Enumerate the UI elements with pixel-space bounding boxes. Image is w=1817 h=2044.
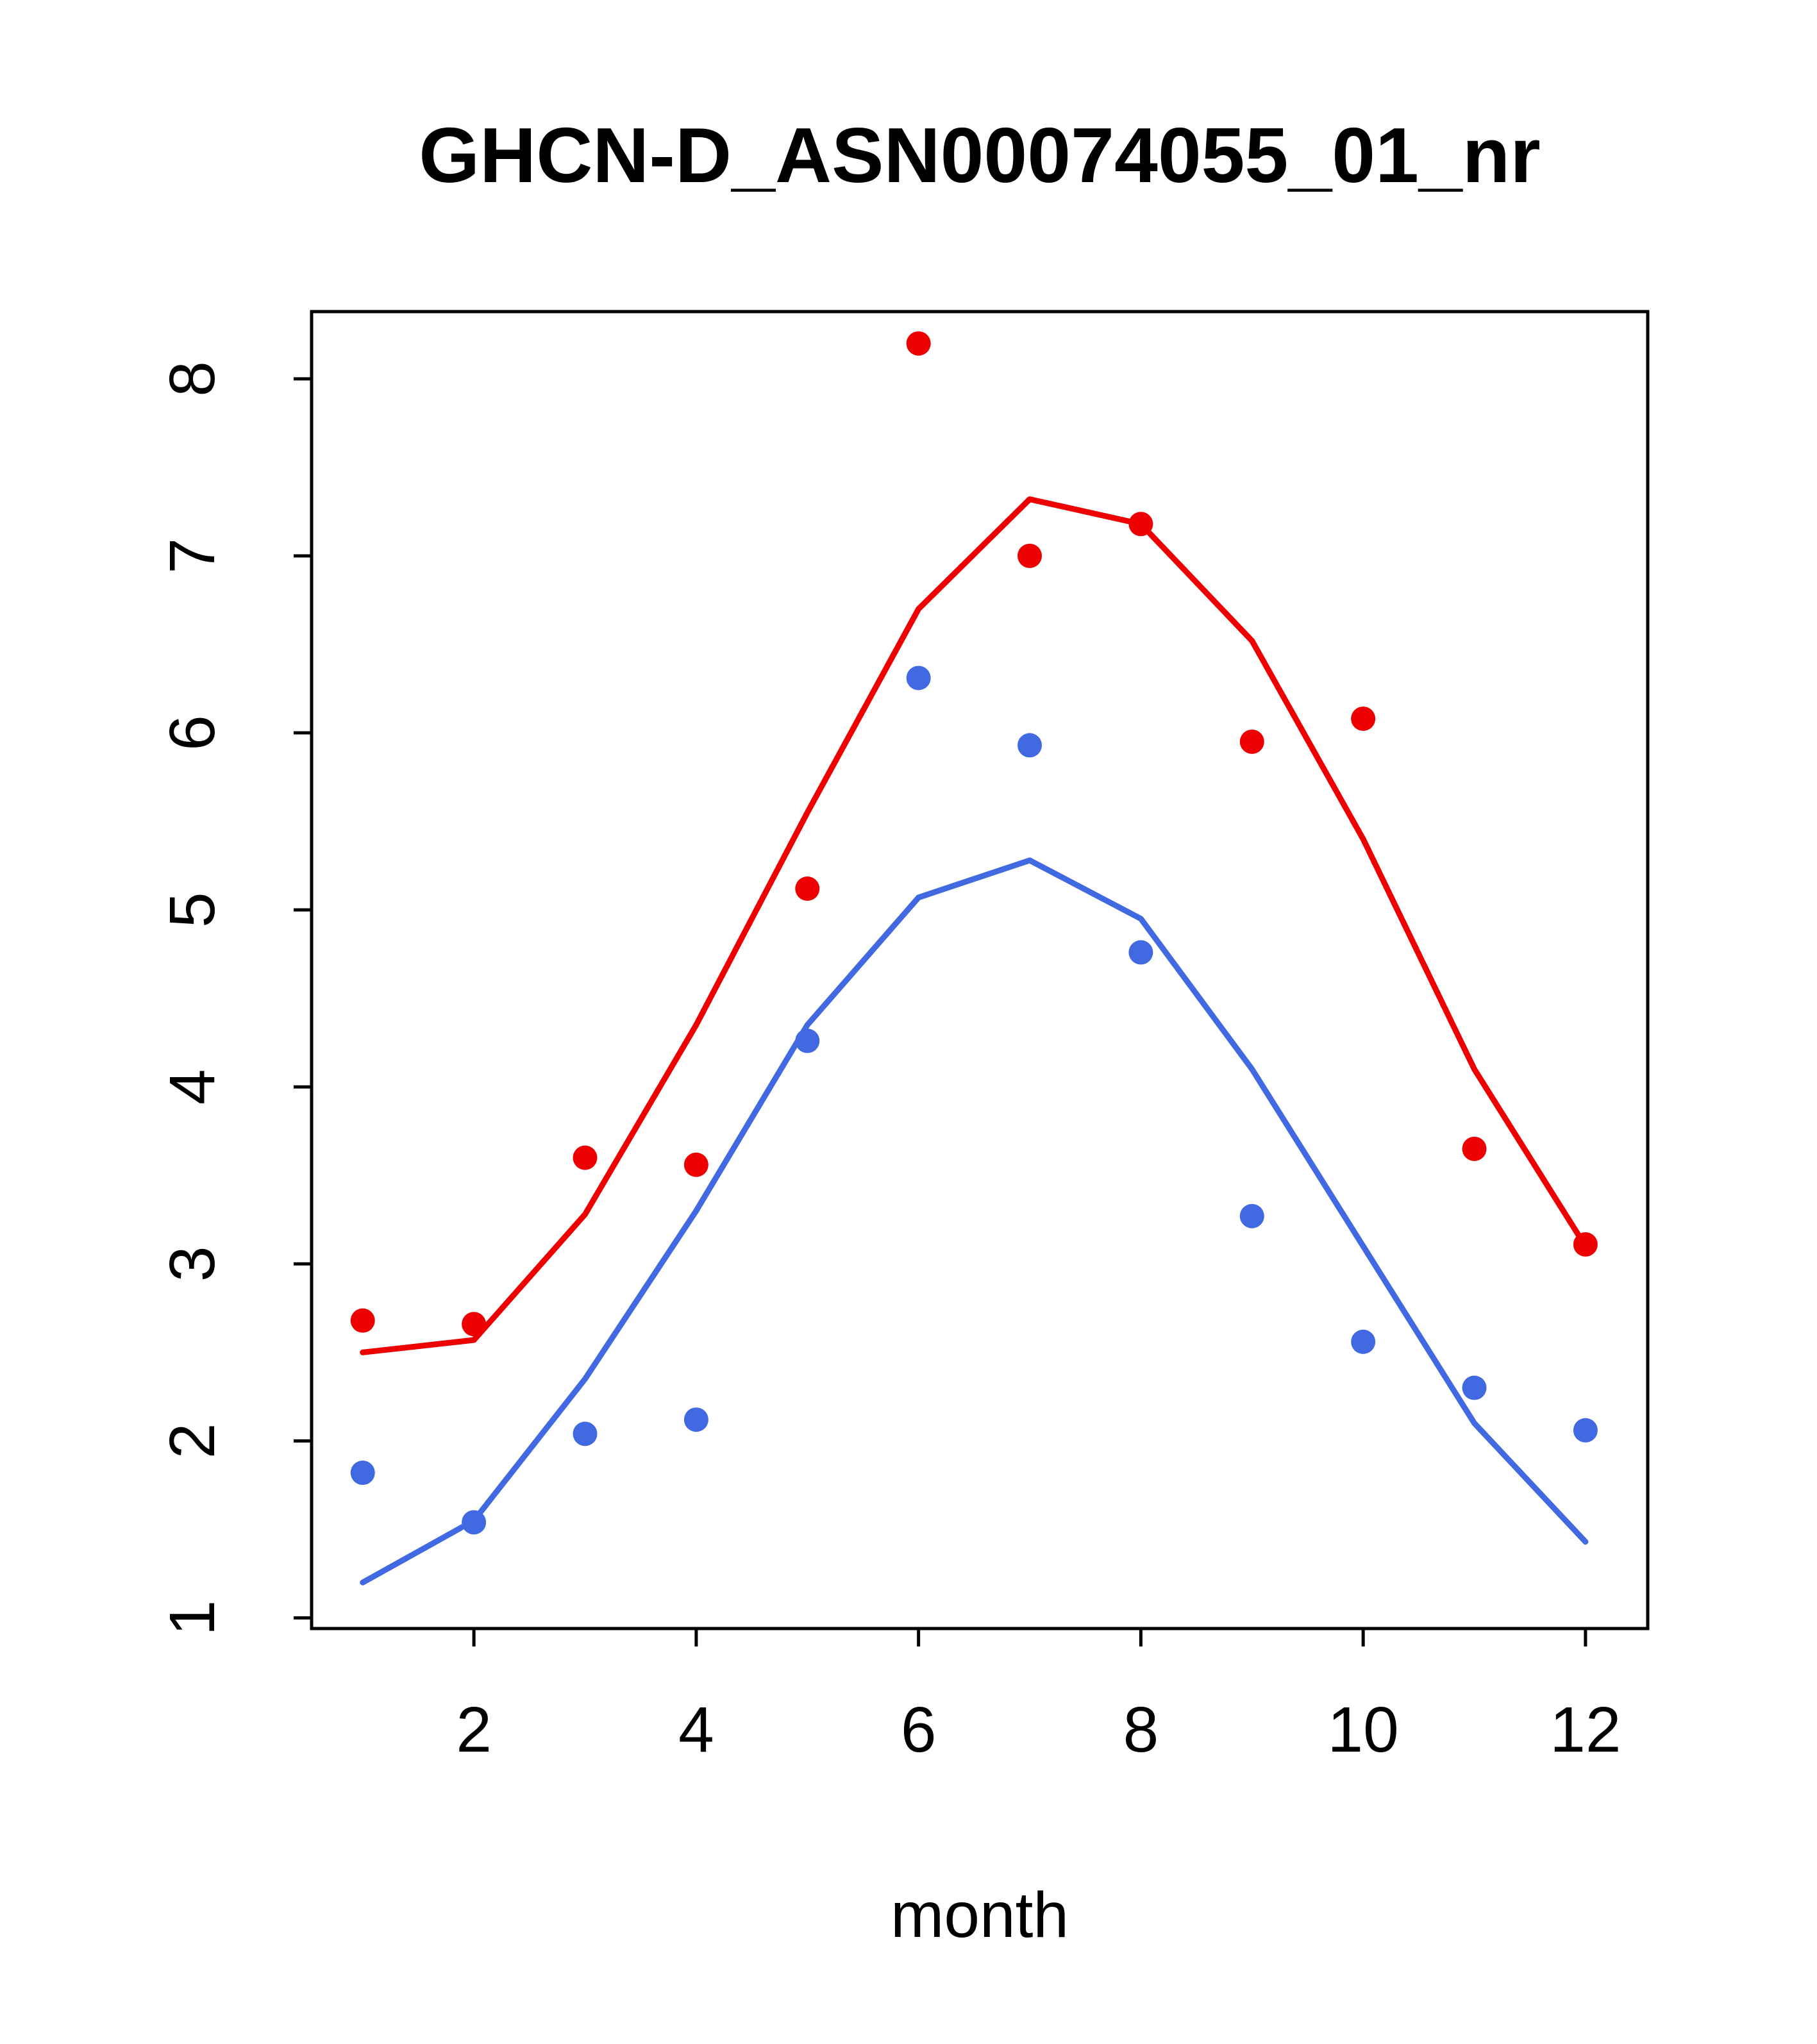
x-tick-label: 8 [1123,1694,1159,1766]
x-tick-label: 10 [1328,1694,1399,1766]
plot-box [310,310,1650,1630]
y-tick-label: 1 [156,1600,228,1636]
blue-points-marker [1573,1418,1598,1443]
blue-points-marker [683,1407,708,1432]
y-tick-label: 2 [156,1423,228,1459]
red-points-marker [1017,543,1042,568]
blue-points-marker [573,1421,598,1446]
x-tick-label: 12 [1550,1694,1621,1766]
red-points-marker [1462,1136,1487,1161]
red-points-marker [1351,706,1376,731]
chart-title: GHCN-D_ASN00074055_01_nr [419,112,1541,199]
x-tick-label: 2 [456,1694,492,1766]
blue-points-marker [1351,1329,1376,1354]
blue-points-marker [906,666,931,691]
blue-points-marker [1128,940,1153,965]
x-tick-label: 6 [901,1694,937,1766]
blue-points-marker [462,1510,487,1535]
red-points-marker [683,1152,708,1177]
blue-points-marker [795,1028,820,1053]
blue-points-marker [1017,733,1042,758]
red-points-marker [1573,1232,1598,1257]
blue-points-marker [1462,1375,1487,1400]
red-points-marker [1128,512,1153,537]
y-tick-label: 6 [156,715,228,751]
y-tick-label: 5 [156,892,228,928]
y-tick-label: 7 [156,538,228,574]
red-points-marker [462,1312,487,1337]
blue-line [360,857,1589,1586]
y-tick-label: 3 [156,1246,228,1282]
y-tick-label: 4 [156,1069,228,1105]
x-axis-label: month [891,1879,1069,1951]
blue-points-marker [350,1461,375,1486]
red-points-marker [573,1145,598,1170]
red-points-marker [795,876,820,901]
red-points-marker [350,1308,375,1333]
x-tick-label: 4 [678,1694,714,1766]
red-points-marker [906,331,931,356]
red-points-marker [1239,729,1264,754]
blue-points-marker [1239,1203,1264,1228]
y-tick-label: 8 [156,361,228,397]
red-line [360,496,1589,1355]
